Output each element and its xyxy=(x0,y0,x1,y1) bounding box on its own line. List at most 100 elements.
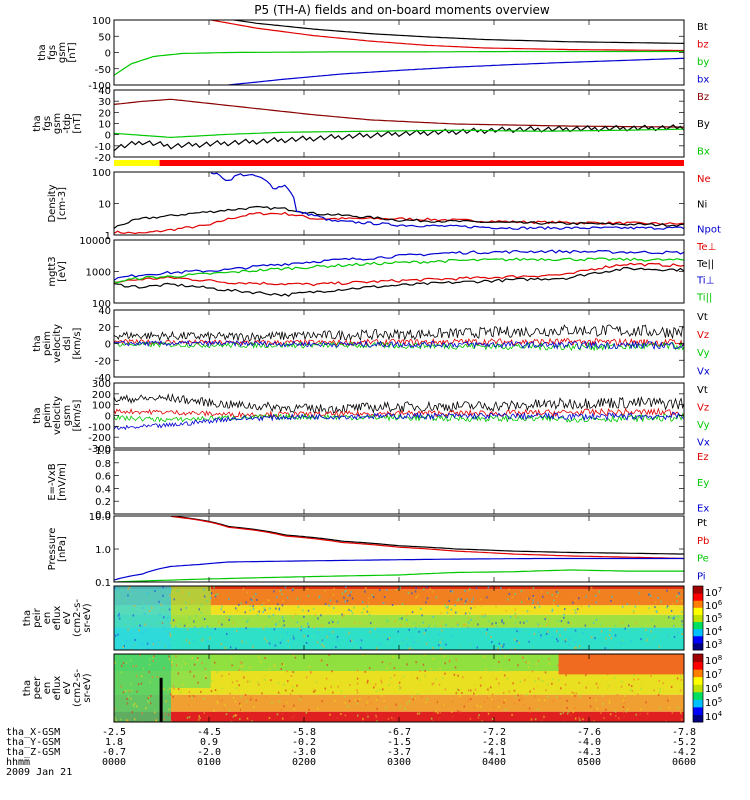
footer-value: 0300 xyxy=(387,757,411,768)
spectrogram-cell xyxy=(474,688,477,691)
y-tick-label: -100 xyxy=(88,422,111,433)
spectrogram-cell xyxy=(464,612,467,615)
spectrogram-cell xyxy=(188,703,190,706)
spectrogram-cell xyxy=(600,630,603,633)
spectrogram-cell xyxy=(251,599,253,602)
spectrogram-cell xyxy=(508,588,510,591)
spectrogram-cell xyxy=(393,717,395,720)
spectrogram-cell xyxy=(398,647,401,650)
spectrogram-cell xyxy=(206,625,209,628)
spectrogram-cell xyxy=(206,640,209,643)
spectrogram-cell xyxy=(250,598,252,601)
spectrogram-cell xyxy=(457,598,460,601)
spectrogram-cell xyxy=(281,604,284,607)
spectrogram-cell xyxy=(437,661,440,664)
spectrogram-cell xyxy=(404,658,407,661)
spectrogram-cell xyxy=(595,699,597,702)
spectrogram-cell xyxy=(663,689,665,692)
spectrogram-cell xyxy=(492,700,495,703)
spectrogram-cell xyxy=(680,711,682,714)
footer-value: 0600 xyxy=(672,757,696,768)
spectrogram-cell xyxy=(293,715,295,718)
spectrogram-cell xyxy=(590,586,593,589)
spectrogram-cell xyxy=(498,642,501,645)
spectrogram-cell xyxy=(568,710,570,713)
spectrogram-cell xyxy=(312,690,315,693)
spectrogram-cell xyxy=(300,629,302,632)
spectrogram-cell xyxy=(249,604,252,607)
colorbar-tick-label: 108 xyxy=(705,654,722,667)
spectrogram-cell xyxy=(388,637,391,640)
spectrogram-cell xyxy=(341,592,344,595)
spectrogram-cell xyxy=(547,683,549,686)
y-tick-label: 30 xyxy=(98,97,111,108)
spectrogram-cell xyxy=(291,716,293,719)
spectrogram-cell xyxy=(139,624,141,627)
spectrogram-cell xyxy=(168,608,171,611)
legend-entry: Vt xyxy=(697,385,708,396)
spectrogram-cell xyxy=(487,620,490,623)
spectrogram-cell xyxy=(386,642,388,645)
spectrogram-cell xyxy=(283,705,285,708)
spectrogram-cell xyxy=(360,646,362,649)
spectrogram-cell xyxy=(239,661,242,664)
spectrogram-cell xyxy=(530,718,533,721)
spectrogram-cell xyxy=(516,630,518,633)
spectrogram-cell xyxy=(273,628,276,631)
spectrogram-cell xyxy=(399,618,401,621)
spectrogram-cell xyxy=(452,715,454,718)
spectrogram-cell xyxy=(147,697,150,700)
spectrogram-band xyxy=(114,627,684,650)
y-tick-label: 10000 xyxy=(79,236,111,247)
spectrogram-band xyxy=(114,605,684,615)
spectrogram-cell xyxy=(320,659,323,662)
spectrogram-cell xyxy=(447,607,449,610)
y-axis-label: (cm2-s- xyxy=(72,599,83,637)
spectrogram-cell xyxy=(400,641,403,644)
spectrogram-cell xyxy=(328,632,330,635)
spectrogram xyxy=(114,654,684,722)
spectrogram-cell xyxy=(167,617,169,620)
spectrogram-cell xyxy=(296,684,298,687)
panel-frame xyxy=(113,239,685,304)
spectrogram-cell xyxy=(160,608,163,611)
spectrogram-cell xyxy=(633,693,636,696)
spectrogram-cell xyxy=(637,693,639,696)
spectrogram-cell xyxy=(435,710,437,713)
spectrogram-cell xyxy=(387,717,390,720)
spectrogram-cell xyxy=(539,679,542,682)
spectrogram-cell xyxy=(139,654,141,657)
spectrogram-cell xyxy=(299,694,302,697)
spectrogram-cell xyxy=(516,616,519,619)
spectrogram-cell xyxy=(162,616,165,619)
spectrogram-cell xyxy=(470,618,472,621)
colorbar-segment xyxy=(693,714,703,723)
series-line-Ti|| xyxy=(114,257,684,284)
spectrogram-cell xyxy=(528,675,530,678)
footer-value: 0100 xyxy=(197,757,221,768)
spectrogram-cell xyxy=(463,705,466,708)
spectrogram-cell xyxy=(234,714,237,717)
spectrogram-cell xyxy=(590,636,593,639)
spectrogram-cell xyxy=(489,669,492,672)
spectrogram-cell xyxy=(356,639,358,642)
footer-value: -7.2 xyxy=(482,727,506,738)
spectrogram-cell xyxy=(305,711,308,714)
spectrogram-cell xyxy=(633,678,635,681)
y-tick-label: -200 xyxy=(88,433,111,444)
spectrogram-cell xyxy=(287,639,289,642)
spectrogram-cell xyxy=(197,657,199,660)
spectrogram-cell xyxy=(336,600,338,603)
spectrogram-cell xyxy=(442,639,444,642)
spectrogram-cell xyxy=(670,685,673,688)
spectrogram-cell xyxy=(333,607,335,610)
spectrogram-cell xyxy=(441,637,444,640)
spectrogram-cell xyxy=(296,621,299,624)
spectrogram-cell xyxy=(451,710,453,713)
spectrogram-cell xyxy=(186,628,189,631)
panel-5: tha peim velocity dsl [km/s]VtVzVyVx40200-20… xyxy=(32,306,710,384)
spectrogram-cell xyxy=(386,619,388,622)
spectrogram-cell xyxy=(613,677,616,680)
spectrogram-cell xyxy=(177,688,180,691)
